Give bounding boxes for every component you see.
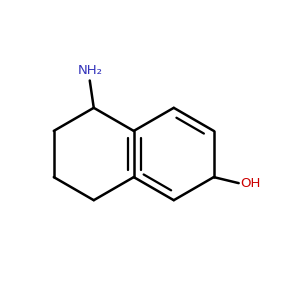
Text: OH: OH [241, 177, 261, 190]
Text: NH₂: NH₂ [77, 64, 102, 77]
